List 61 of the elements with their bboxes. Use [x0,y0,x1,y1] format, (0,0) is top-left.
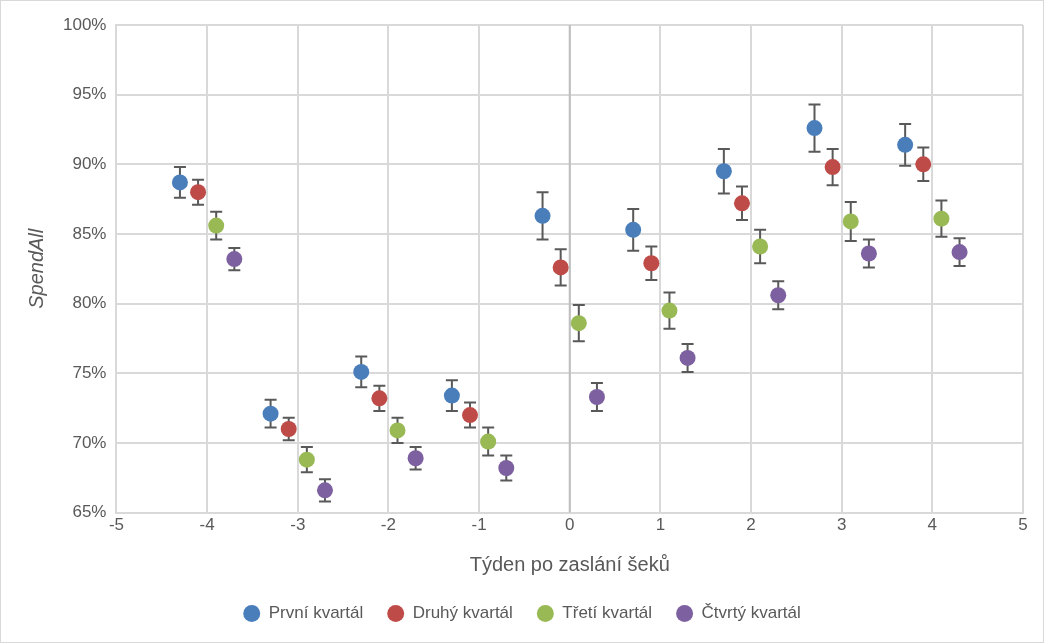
point [625,221,642,238]
point [208,217,225,234]
legend-label: Čtvrtý kvartál [701,603,801,623]
point [806,120,823,137]
point [443,387,460,404]
x-tick-label: -2 [380,515,396,535]
point [897,136,914,153]
point [171,174,188,191]
x-tick-label: 5 [1018,515,1028,535]
point [842,213,859,230]
point [933,210,950,227]
point [715,163,732,180]
legend-label: Druhý kvartál [412,603,513,623]
x-axis-title: Týden po zaslání šeků [469,552,670,575]
point [498,460,515,477]
point [262,405,279,422]
y-axis-title: SpendAll [24,228,47,309]
point [552,259,569,276]
point [860,245,877,262]
point [316,482,333,499]
y-tick-label: 90% [72,154,107,173]
y-tick-label: 75% [72,362,107,382]
x-tick-label: 0 [565,515,575,535]
point [661,302,678,319]
y-tick-label: 70% [72,432,107,452]
y-tick-label: 85% [72,223,107,243]
y-tick-label: 80% [72,293,107,313]
x-tick-label: -1 [471,515,487,535]
point [407,450,424,467]
point [480,433,497,450]
y-tick-label: 65% [72,502,107,522]
x-tick-label: -5 [108,515,125,535]
y-tick-label: 100% [63,14,107,34]
point [951,244,968,261]
point [389,422,406,439]
x-tick-label: 4 [927,515,938,535]
point [298,451,315,468]
point [462,407,479,424]
legend-label: Třetí kvartál [562,603,653,623]
point [588,388,605,405]
point [226,251,243,268]
x-tick-label: -3 [290,515,306,535]
point [679,349,696,366]
point [280,421,297,438]
point [570,315,587,332]
point [824,159,841,176]
point [353,363,370,380]
x-tick-label: 3 [836,515,847,535]
legend-label: První kvartál [268,603,364,623]
point [190,184,207,201]
point [643,255,660,272]
point [733,195,750,212]
point [371,390,388,407]
point [752,238,769,255]
point [915,156,932,173]
y-tick-label: 95% [72,84,107,104]
x-tick-label: -4 [199,515,215,535]
x-tick-label: 1 [655,515,666,535]
point [534,207,551,224]
point [770,287,787,304]
x-tick-label: 2 [746,515,756,535]
